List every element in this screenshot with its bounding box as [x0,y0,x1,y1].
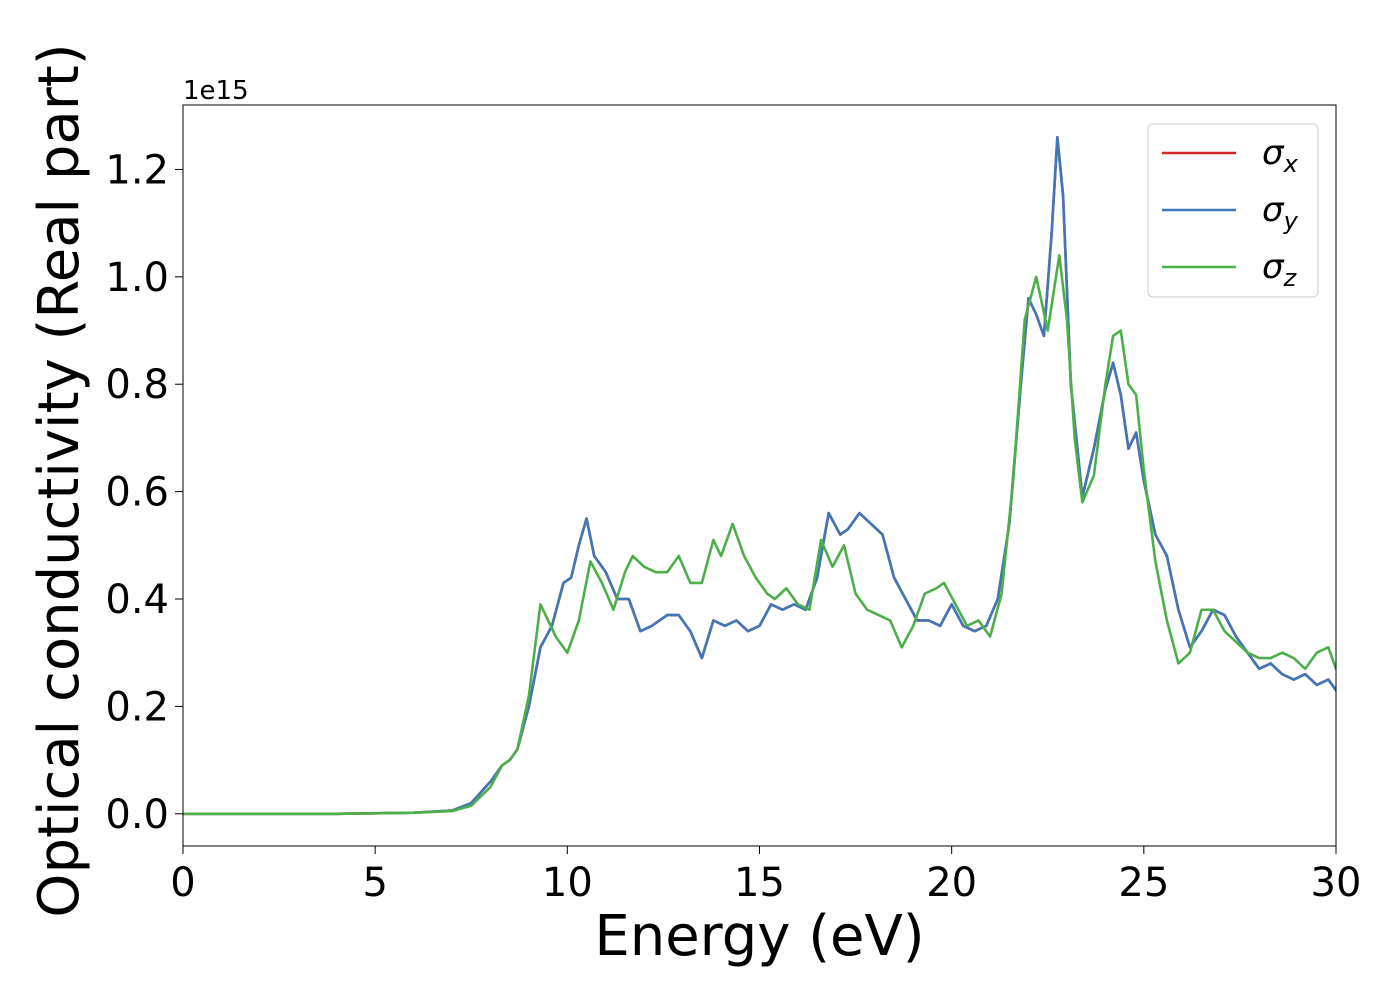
x-tick-label: 30 [1311,860,1362,906]
legend-label-x: σx [1262,133,1299,178]
series-line-z [183,254,1336,816]
y-tick-label: 0.0 [105,792,169,838]
y-tick-label: 1.2 [105,147,169,193]
y-tick-label: 0.4 [105,577,169,623]
x-tick-label: 15 [734,860,785,906]
x-tick-label: 20 [926,860,977,906]
x-axis: 0 5 10 15 20 25 30 [170,846,1361,906]
legend-label-z: σz [1262,247,1298,292]
x-tick-label: 10 [542,860,593,906]
series-line-y [183,135,1336,816]
x-tick-label: 0 [170,860,195,906]
y-axis-title: Optical conductivity (Real part) [27,43,92,917]
y-tick-label: 1.0 [105,255,169,301]
y-axis: 0.0 0.2 0.4 0.6 0.8 1.0 1.2 [105,147,183,838]
x-tick-label: 25 [1118,860,1169,906]
y-axis-offset-label: 1e15 [183,76,249,106]
series-lines [183,135,1336,816]
legend: σx σy σz [1147,123,1319,298]
legend-label-y: σy [1262,190,1299,235]
x-axis-title: Energy (eV) [594,904,924,969]
x-tick-label: 5 [362,860,387,906]
y-tick-label: 0.2 [105,684,169,730]
y-tick-label: 0.8 [105,362,169,408]
y-tick-label: 0.6 [105,470,169,516]
